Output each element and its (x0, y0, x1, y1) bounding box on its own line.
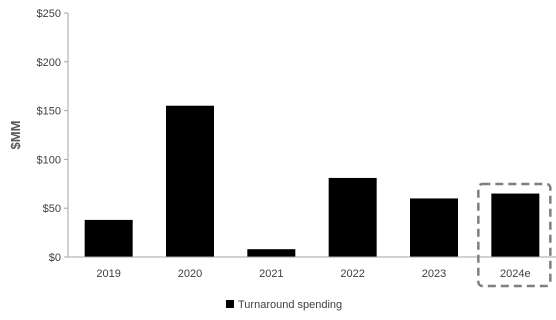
x-tick-label: 2021 (259, 268, 283, 280)
bar-2022 (328, 177, 377, 257)
y-tick-label: $150 (37, 106, 61, 118)
y-tick-label: $200 (37, 57, 61, 69)
x-tick-label: 2023 (422, 268, 446, 280)
bar-2024e (491, 193, 540, 257)
x-tick-label: 2019 (96, 268, 120, 280)
x-axis: 2019 2020 2021 2022 2023 2024e (96, 268, 530, 280)
bar-2023 (410, 198, 458, 257)
x-tick-label: 2024e (500, 268, 531, 280)
bar-2021 (247, 249, 296, 257)
legend-label: Turnaround spending (238, 299, 342, 311)
bar-2020 (166, 105, 214, 257)
y-tick-label: $250 (37, 8, 61, 20)
y-tick-label: $100 (37, 154, 61, 166)
bar-2019 (84, 219, 133, 257)
estimate-highlight-box (477, 182, 552, 288)
y-tick-label: $50 (43, 203, 61, 215)
legend: Turnaround spending (226, 299, 342, 311)
y-axis-title: $MM (8, 121, 23, 150)
bar-series (84, 105, 540, 257)
x-tick-label: 2020 (178, 268, 202, 280)
y-axis: $0 $50 $100 $150 $200 $250 (37, 8, 68, 264)
y-tick-label: $0 (49, 252, 61, 264)
legend-swatch (226, 300, 234, 308)
x-tick-label: 2022 (340, 268, 364, 280)
